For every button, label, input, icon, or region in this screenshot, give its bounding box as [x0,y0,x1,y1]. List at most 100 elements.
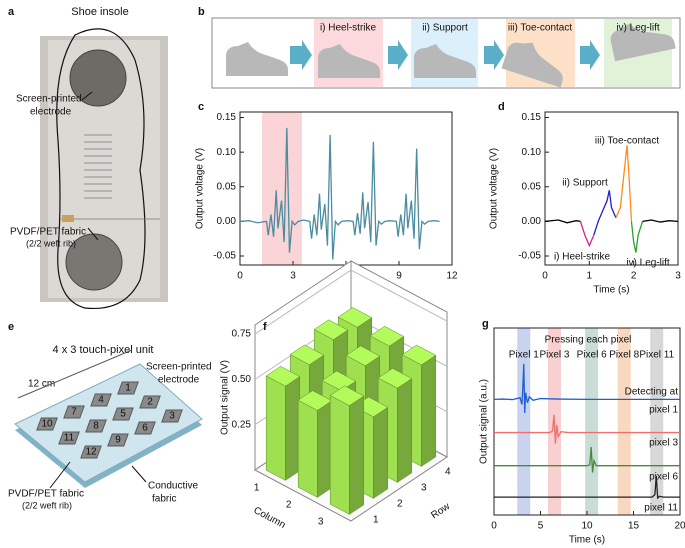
bar-top [329,385,365,406]
bar-top [321,370,357,392]
panel-title: Shoe insole [71,6,129,18]
label: PVDF/PET fabric [8,489,84,500]
span-label: Pixel 6 [577,350,607,361]
highlight-span [617,328,631,515]
pixel-number: 7 [71,407,77,418]
z-tick-label: 0.25 [232,419,252,430]
y-tick-label: -0.05 [518,251,541,262]
row-axis-label: Row [429,501,452,522]
x-tick-label: 15 [628,521,640,532]
bar-side [397,378,413,483]
annotation: ii) Support [562,178,608,189]
electrode [69,49,127,107]
annotation: Pressing each pixel [545,335,632,346]
bar-front [297,399,318,498]
stage-label: i) Heel-strike [320,23,377,34]
label: electrode [30,107,72,118]
board-top [14,363,203,483]
z-tick-label: 0.50 [232,374,252,385]
pixel-number: 12 [85,447,97,458]
arrows [290,40,600,70]
panel-label: f [263,321,267,333]
series-label: pixel 11 [644,503,678,514]
span-label: Pixel 11 [639,350,674,361]
y-tick-label: 0.10 [522,147,542,158]
panel-label: e [8,321,14,333]
pixel [80,445,102,459]
pixel [90,393,112,407]
z-tick-label: 0.75 [232,329,252,340]
x-axis-label: Time (s) [569,535,605,546]
pointer [131,465,147,483]
pixel [117,381,139,395]
bar-side [373,406,389,499]
dimension [17,349,133,399]
bar-top [337,307,373,328]
x-tick-label: 5 [538,521,544,532]
x-tick-label: 3 [675,271,681,282]
series-line [615,145,633,222]
pixel-number: 6 [142,423,148,434]
annotation: Detecting at [625,387,679,398]
stripes [60,134,160,220]
series-label: pixel 1 [649,405,678,416]
series-line [239,127,440,260]
y-tick-label: 0.00 [217,216,237,227]
bar-side [421,354,437,467]
panel-title: 4 x 3 touch-pixel unit [53,344,154,356]
pixel [134,421,156,435]
row-tick-label: 4 [445,466,451,477]
pixel-number: 2 [147,397,153,408]
pixel [63,405,85,419]
panel-label: d [498,101,505,113]
column-tick-label: 1 [254,483,260,494]
pixel-number: 4 [98,395,104,406]
series-label: pixel 3 [649,438,678,449]
label: 12 cm [28,379,55,390]
axes-frame [544,111,679,266]
pixel [112,407,134,421]
y-axis-label: Output signal (V) [220,360,231,435]
x-tick-label: 2 [631,271,637,282]
highlight-span [262,112,302,265]
column-axis-label: Column [252,505,288,531]
y-tick-label: -0.05 [213,251,236,262]
pixel [161,409,183,423]
highlight-span [585,328,599,515]
panel-label: b [198,6,205,18]
y-tick-label: 0.15 [522,112,542,123]
column-tick-label: 2 [286,500,292,511]
insole-outline [56,28,146,310]
pointer [49,461,71,489]
label: fabric [152,494,176,505]
x-tick-label: 10 [581,521,593,532]
pixel [107,433,129,447]
bar-top [265,366,301,387]
panel-label: c [198,101,204,113]
pixel-number: 5 [120,409,126,420]
series-line [494,475,680,500]
label: electrode [158,375,200,386]
row-tick-label: 1 [373,514,379,525]
label: (2/2 weft rib) [26,238,76,248]
pointer [87,227,99,241]
bar-side [317,400,333,498]
highlight-span [517,328,531,515]
pixel [85,419,107,433]
x-tick-label: 0 [491,521,497,532]
series-line [493,363,680,414]
x-tick-label: 9 [396,271,402,282]
x-tick-label: 1 [587,271,593,282]
span-label: Pixel 1 [509,350,539,361]
pixel-number: 10 [41,419,53,430]
pixel-number: 8 [93,421,99,432]
bar-front [265,375,286,481]
annotation: iii) Toe-contact [595,136,660,147]
pixel-number: 9 [115,435,121,446]
label: PVDF/PET fabric [10,227,86,238]
series-line [494,446,680,473]
stage-label: iv) Leg-lift [616,23,660,34]
series-label: pixel 6 [649,472,678,483]
bar-top [289,344,325,366]
